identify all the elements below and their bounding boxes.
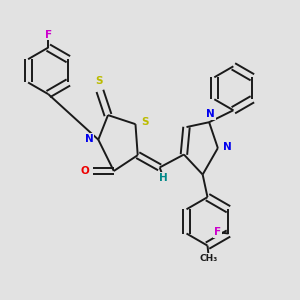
Text: N: N — [85, 134, 94, 144]
Text: F: F — [214, 227, 221, 237]
Text: N: N — [206, 110, 215, 119]
Text: O: O — [80, 166, 89, 176]
Text: S: S — [95, 76, 102, 86]
Text: F: F — [45, 30, 52, 40]
Text: S: S — [141, 117, 149, 127]
Text: N: N — [223, 142, 232, 152]
Text: H: H — [158, 173, 167, 183]
Text: CH₃: CH₃ — [200, 254, 218, 263]
